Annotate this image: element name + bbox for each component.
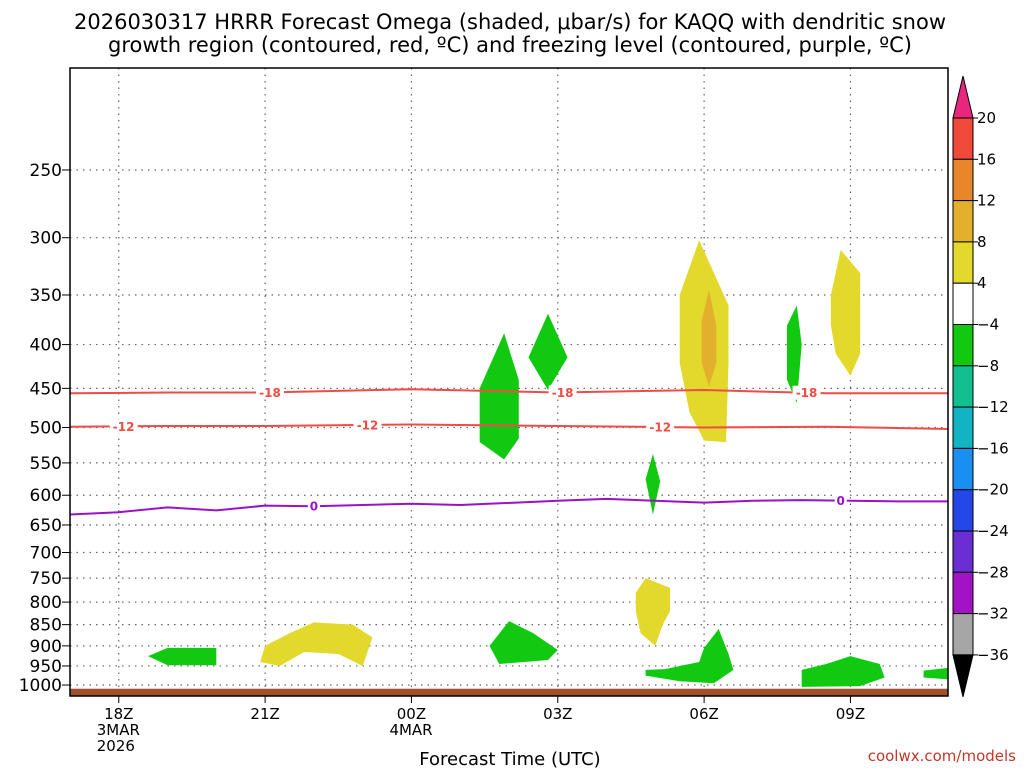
colorbar-swatch: [952, 241, 974, 284]
freezing-level-label: 0: [837, 494, 845, 508]
colorbar-tick-label: −20: [977, 481, 1009, 499]
dgz-minus12-label: -12: [113, 420, 135, 434]
dgz-minus18-label-bg: [548, 385, 577, 400]
x-tick-label: 06Z: [689, 705, 718, 723]
x-tick-label: 03Z: [543, 705, 572, 723]
omega-downward-4: [635, 578, 670, 646]
y-axis-ticks: 2503003504004505005506006507007508008509…: [19, 161, 70, 696]
colorbar-tick-label: −28: [977, 563, 1009, 581]
omega-upward-8: [923, 667, 948, 680]
y-tick-label: 1000: [19, 676, 62, 696]
x-tick-label: 21Z: [250, 705, 279, 723]
dgz-minus12-label-bg: [353, 417, 382, 432]
ground-layer: [70, 688, 948, 696]
y-tick-label: 250: [30, 161, 62, 181]
contour-lines: -18 -18 -18 -12 -12 -12 0 0: [69, 385, 949, 516]
colorbar-tick-label: −36: [977, 646, 1009, 664]
dgz-minus12-label-bg: [646, 420, 675, 435]
colorbar-swatch: [952, 200, 974, 243]
colorbar-swatch: [952, 489, 974, 532]
y-tick-label: 900: [30, 637, 62, 657]
credit-link[interactable]: coolwx.com/models: [868, 747, 1016, 765]
y-tick-label: 850: [30, 616, 62, 636]
x-tick-label: 2026: [97, 737, 135, 755]
y-tick-label: 800: [30, 593, 62, 613]
dgz-minus18-label: -18: [259, 386, 281, 400]
x-tick-label: 4MAR: [389, 721, 432, 739]
y-tick-label: 600: [30, 486, 62, 506]
x-tick-label: 09Z: [836, 705, 865, 723]
dgz-minus18-label-bg: [255, 385, 284, 400]
dgz-minus12-label: -12: [357, 418, 379, 432]
freezing-level-line: [69, 497, 948, 516]
x-tick-label: 3MAR: [97, 721, 140, 739]
y-tick-label: 750: [30, 569, 62, 589]
chart-title-line-2: growth region (contoured, red, ºC) and f…: [108, 33, 912, 57]
colorbar-swatch: [952, 530, 974, 573]
y-tick-label: 300: [30, 229, 62, 249]
y-tick-label: 550: [30, 454, 62, 474]
colorbar-tick-label: −16: [977, 439, 1009, 457]
dgz-minus18-label: -18: [552, 386, 574, 400]
colorbar-swatch: [952, 158, 974, 202]
omega-upward-8: [148, 647, 217, 666]
y-tick-label: 450: [30, 379, 62, 399]
omega-shading: [148, 240, 948, 687]
dgz-minus18-label: -18: [796, 386, 818, 400]
dgz-minus12-label-bg: [109, 419, 138, 434]
freezing-level-label-bg: [307, 499, 320, 514]
chart-title-line-1: 2026030317 HRRR Forecast Omega (shaded, …: [74, 10, 946, 34]
omega-downward-4: [260, 622, 373, 666]
colorbar-tick-label: 12: [977, 192, 996, 210]
omega-upward-8: [645, 629, 734, 684]
freezing-level-label: 0: [310, 500, 318, 514]
colorbar-swatch: [952, 613, 974, 656]
freezing-level-label-bg: [834, 493, 847, 508]
y-tick-label: 700: [30, 544, 62, 564]
dgz-minus12-label: -12: [649, 421, 671, 435]
colorbar-tick-label: 4: [977, 274, 987, 292]
plot-frame: [69, 67, 949, 697]
omega-upward-8: [489, 621, 558, 664]
omega-upward-8: [787, 305, 802, 403]
colorbar-swatch: [952, 447, 974, 491]
x-tick-label: 00Z: [397, 705, 426, 723]
y-tick-label: 400: [30, 336, 62, 356]
colorbar-tick-label: 20: [977, 109, 996, 127]
colorbar-swatch: [952, 365, 974, 408]
omega-upward-8: [528, 313, 568, 390]
omega-upward-8: [479, 333, 519, 460]
colorbar-swatch: [952, 324, 974, 367]
colorbar-tick-label: −8: [977, 357, 999, 375]
colorbar-tick-label: −4: [977, 316, 999, 334]
colorbar-tick-label: −12: [977, 398, 1009, 416]
x-axis-label: Forecast Time (UTC): [419, 749, 600, 768]
colorbar-tick-label: −24: [977, 522, 1009, 540]
colorbar-swatch: [952, 282, 974, 326]
omega-upward-8: [801, 656, 885, 687]
y-tick-label: 500: [30, 418, 62, 438]
colorbar-swatch: [952, 406, 974, 449]
colorbar-swatch: [952, 117, 974, 160]
y-tick-label: 650: [30, 516, 62, 536]
dgz-minus12-line: [69, 423, 949, 430]
dgz-minus18-label-bg: [792, 385, 821, 400]
colorbar-tick-label: −32: [977, 605, 1009, 623]
omega-downward-4: [830, 249, 861, 376]
colorbar-tick-label: 16: [977, 150, 996, 168]
y-tick-label: 950: [30, 657, 62, 677]
colorbar-top-arrow: [952, 75, 974, 119]
colorbar-bottom-arrow: [952, 654, 974, 698]
grid-lines: [70, 68, 948, 696]
x-tick-label: 18Z: [104, 705, 133, 723]
omega-upward-8: [645, 454, 661, 515]
y-tick-label: 350: [30, 286, 62, 306]
omega-downward-8: [701, 289, 717, 387]
colorbar-tick-label: 8: [977, 233, 987, 251]
ground-surface: [70, 688, 948, 696]
colorbar-swatch: [952, 571, 974, 615]
colorbar: 20 16 12 8 4 −4 −8 −12 −16 −20 −24 −28 −32 −36: [952, 75, 1009, 698]
